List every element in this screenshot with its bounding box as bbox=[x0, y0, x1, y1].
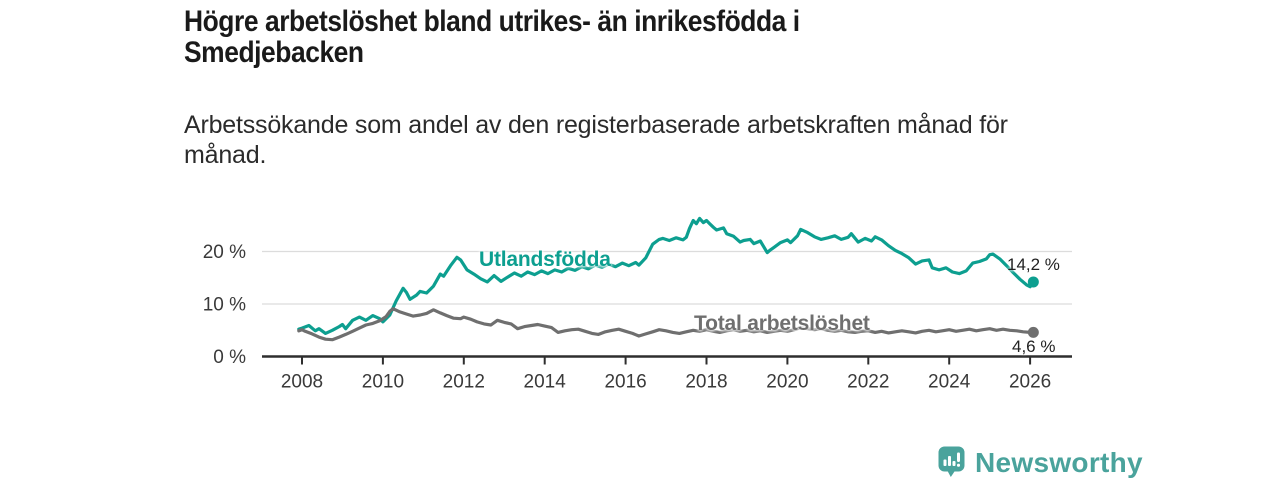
title-line-1: Högre arbetslöshet bland utrikes- än inr… bbox=[184, 5, 800, 38]
y-tick-label: 0 % bbox=[213, 347, 246, 368]
y-tick-label: 10 % bbox=[203, 295, 246, 316]
series-end-dot-0 bbox=[1027, 276, 1039, 288]
series-label-total-arbetsloshet: Total arbetslöshet bbox=[694, 312, 870, 335]
x-tick-label: 2016 bbox=[604, 372, 646, 393]
subtitle-line-2: månad. bbox=[184, 141, 267, 169]
newsworthy-logo-icon bbox=[938, 446, 965, 477]
newsworthy-logo: Newsworthy bbox=[938, 446, 1143, 478]
series-line-1 bbox=[297, 307, 1035, 342]
x-tick-label: 2012 bbox=[443, 372, 485, 393]
x-tick-label: 2010 bbox=[362, 372, 404, 393]
newsworthy-logo-text: Newsworthy bbox=[975, 446, 1143, 478]
x-tick-label: 2018 bbox=[685, 372, 727, 393]
series-label-utlandsfodda: Utlandsfödda bbox=[479, 248, 611, 271]
end-value-label-utlandsfodda: 14,2 % bbox=[1007, 255, 1060, 274]
end-value-label-total: 4,6 % bbox=[1012, 337, 1056, 356]
x-tick-label: 2026 bbox=[1009, 372, 1051, 393]
x-tick-label: 2022 bbox=[847, 372, 889, 393]
y-tick-label: 20 % bbox=[203, 242, 246, 263]
page-title: Högre arbetslöshet bland utrikes- än inr… bbox=[184, 6, 941, 68]
chart-subtitle: Arbetssökande som andel av den registerb… bbox=[184, 110, 1064, 170]
x-tick-label: 2008 bbox=[281, 372, 323, 393]
x-tick-label: 2020 bbox=[766, 372, 808, 393]
x-tick-label: 2024 bbox=[928, 372, 971, 393]
series-end-dot-1 bbox=[1027, 326, 1039, 338]
series-line-0 bbox=[297, 216, 1035, 335]
x-tick-label: 2014 bbox=[524, 372, 567, 393]
title-line-2: Smedjebacken bbox=[184, 36, 364, 69]
subtitle-line-1: Arbetssökande som andel av den registerb… bbox=[184, 111, 1008, 139]
